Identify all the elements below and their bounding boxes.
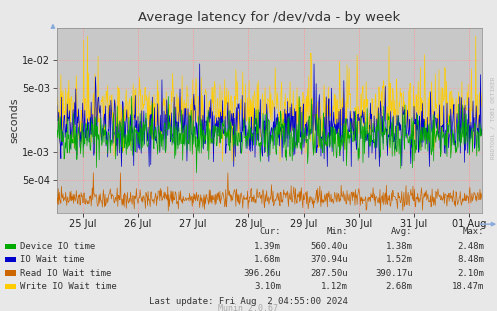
Title: Average latency for /dev/vda - by week: Average latency for /dev/vda - by week <box>139 11 401 24</box>
Text: 370.94u: 370.94u <box>310 255 348 264</box>
Text: Device IO time: Device IO time <box>20 242 95 251</box>
Text: Cur:: Cur: <box>259 227 281 236</box>
Text: 2.68m: 2.68m <box>386 282 413 291</box>
Text: 560.40u: 560.40u <box>310 242 348 251</box>
Text: 8.48m: 8.48m <box>458 255 485 264</box>
Text: Munin 2.0.67: Munin 2.0.67 <box>219 304 278 311</box>
Text: Last update: Fri Aug  2 04:55:00 2024: Last update: Fri Aug 2 04:55:00 2024 <box>149 297 348 306</box>
Text: 287.50u: 287.50u <box>310 269 348 277</box>
Text: 2.10m: 2.10m <box>458 269 485 277</box>
Text: IO Wait time: IO Wait time <box>20 255 84 264</box>
Text: 1.12m: 1.12m <box>321 282 348 291</box>
Text: 1.52m: 1.52m <box>386 255 413 264</box>
Text: 396.26u: 396.26u <box>243 269 281 277</box>
Text: 3.10m: 3.10m <box>254 282 281 291</box>
Text: Min:: Min: <box>327 227 348 236</box>
Text: 1.39m: 1.39m <box>254 242 281 251</box>
Text: RRDTOOL / TOBI OETIKER: RRDTOOL / TOBI OETIKER <box>491 77 496 160</box>
Text: 18.47m: 18.47m <box>452 282 485 291</box>
Text: Max:: Max: <box>463 227 485 236</box>
Text: Write IO Wait time: Write IO Wait time <box>20 282 117 291</box>
Text: Avg:: Avg: <box>391 227 413 236</box>
Text: 390.17u: 390.17u <box>375 269 413 277</box>
Text: 1.38m: 1.38m <box>386 242 413 251</box>
Text: Read IO Wait time: Read IO Wait time <box>20 269 111 277</box>
Text: 1.68m: 1.68m <box>254 255 281 264</box>
Text: 2.48m: 2.48m <box>458 242 485 251</box>
Y-axis label: seconds: seconds <box>9 98 19 143</box>
